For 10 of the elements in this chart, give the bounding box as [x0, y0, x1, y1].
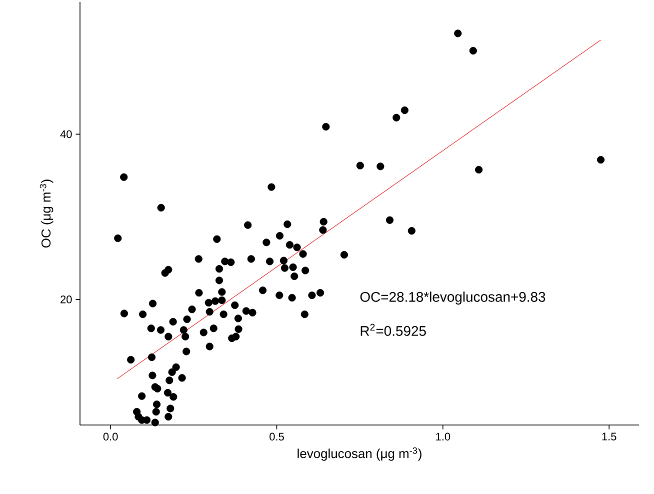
x-tick-label: 0.5 [270, 432, 284, 441]
annotation: R$^{2}$=0.5925 [360, 324, 426, 336]
y-tick-label: 20 [60, 296, 72, 304]
x-tick-label: 1.5 [602, 432, 616, 440]
annotation: OC=28.18*levoglucosan+9.83 [360, 292, 546, 305]
y-axis-title: OC (μg m$^{-3}$) [40, 180, 54, 248]
x-tick-label: 1.0 [436, 432, 450, 441]
x-tick-label: 0.0 [103, 432, 118, 441]
y-tick-label: 40 [60, 130, 72, 138]
x-axis-title: levoglucosan (μg m$^{-3}$) [298, 447, 422, 461]
